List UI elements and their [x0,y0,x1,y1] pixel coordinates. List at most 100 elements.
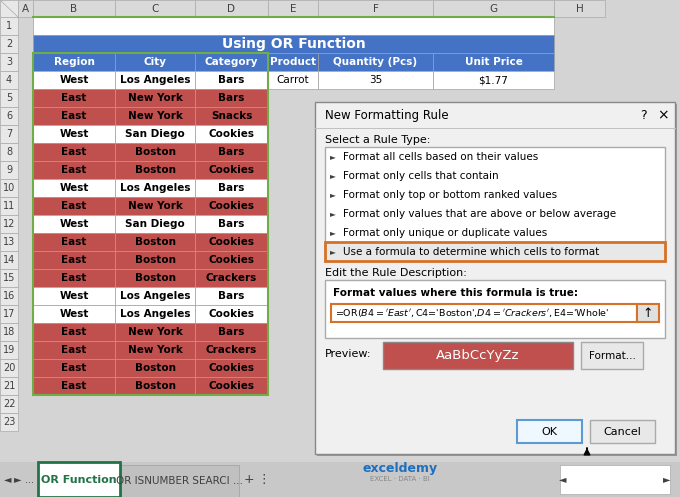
Bar [0,161,18,179]
Bar [33,71,115,89]
Text: E: E [290,3,296,13]
Text: Format...: Format... [589,350,635,360]
Bar [38,462,120,497]
Text: San Diego: San Diego [125,219,185,229]
Text: Cookies: Cookies [209,165,254,175]
Bar [195,323,268,341]
Text: Preview:: Preview: [325,349,371,359]
Text: 21: 21 [3,381,15,391]
Text: Bars: Bars [218,327,245,337]
Bar [0,323,18,341]
Text: Product: Product [270,57,316,67]
Text: East: East [61,255,86,265]
Bar [33,359,115,377]
Bar [325,242,665,261]
Text: Boston: Boston [135,381,175,391]
Bar [0,251,18,269]
Text: Los Angeles: Los Angeles [120,75,190,85]
Bar [195,161,268,179]
Bar [33,143,115,161]
Text: Cookies: Cookies [209,201,254,211]
Bar [195,89,268,107]
Bar [18,0,33,17]
Text: 11: 11 [3,201,15,211]
Text: West: West [59,291,88,301]
Text: Cancel: Cancel [604,426,641,436]
Text: =OR($B4='East',$C4='Boston',$D4='Crackers',$E4='Whole': =OR($B4='East',$C4='Boston',$D4='Cracker… [335,307,609,319]
Bar [326,243,664,260]
Bar [33,53,268,395]
Text: Cookies: Cookies [209,309,254,319]
Text: 23: 23 [3,417,15,427]
Bar [0,462,680,497]
Text: City: City [143,57,167,67]
Bar [0,269,18,287]
Text: Boston: Boston [135,255,175,265]
Bar [33,377,115,395]
Bar [383,342,573,369]
Bar [195,179,268,197]
Bar [33,179,115,197]
Bar [115,179,195,197]
Text: 6: 6 [6,111,12,121]
Text: OR Function: OR Function [41,475,117,485]
Text: 5: 5 [6,93,12,103]
Text: OK: OK [541,426,558,436]
Bar [115,0,195,17]
Text: Format only values that are above or below average: Format only values that are above or bel… [343,209,616,219]
Text: ►: ► [330,152,336,161]
Text: New York: New York [128,201,182,211]
Text: 20: 20 [3,363,15,373]
Bar [115,305,195,323]
Text: Format only top or bottom ranked values: Format only top or bottom ranked values [343,189,557,199]
Bar [0,377,18,395]
Bar [0,71,18,89]
Bar [0,89,18,107]
Text: New York: New York [128,93,182,103]
Text: OR ISNUMBER SEARCI ...: OR ISNUMBER SEARCI ... [116,476,243,486]
Text: ►: ► [330,190,336,199]
Bar [115,89,195,107]
Bar [433,71,554,89]
Text: 7: 7 [6,129,12,139]
Bar [115,251,195,269]
Bar [560,465,670,494]
Bar [0,35,18,53]
Bar [115,197,195,215]
Text: 8: 8 [6,147,12,157]
Bar [590,420,655,443]
Text: +: + [243,473,254,486]
Text: ◄: ◄ [559,475,566,485]
Text: EXCEL · DATA · BI: EXCEL · DATA · BI [370,476,430,482]
Bar [317,104,677,456]
Bar [195,251,268,269]
Bar [554,0,605,17]
Text: F: F [373,3,379,13]
Text: East: East [61,237,86,247]
Text: ⋮: ⋮ [258,473,270,486]
Text: $1.77: $1.77 [479,75,509,85]
Bar [33,233,115,251]
Text: Select a Rule Type:: Select a Rule Type: [325,135,430,145]
Text: 14: 14 [3,255,15,265]
Text: 4: 4 [6,75,12,85]
Bar [0,17,18,35]
Text: Cookies: Cookies [209,363,254,373]
Text: Format values where this formula is true:: Format values where this formula is true… [333,288,578,298]
Text: Carrot: Carrot [277,75,309,85]
Bar [0,125,18,143]
Bar [268,71,318,89]
Text: Crackers: Crackers [206,345,257,355]
Bar [33,89,115,107]
Text: Boston: Boston [135,273,175,283]
Text: Category: Category [205,57,258,67]
Text: West: West [59,309,88,319]
Bar [195,53,268,71]
Bar [33,17,554,35]
Bar [195,341,268,359]
Bar [318,0,433,17]
Bar [268,0,318,17]
Bar [0,341,18,359]
Text: East: East [61,345,86,355]
Bar [0,143,18,161]
